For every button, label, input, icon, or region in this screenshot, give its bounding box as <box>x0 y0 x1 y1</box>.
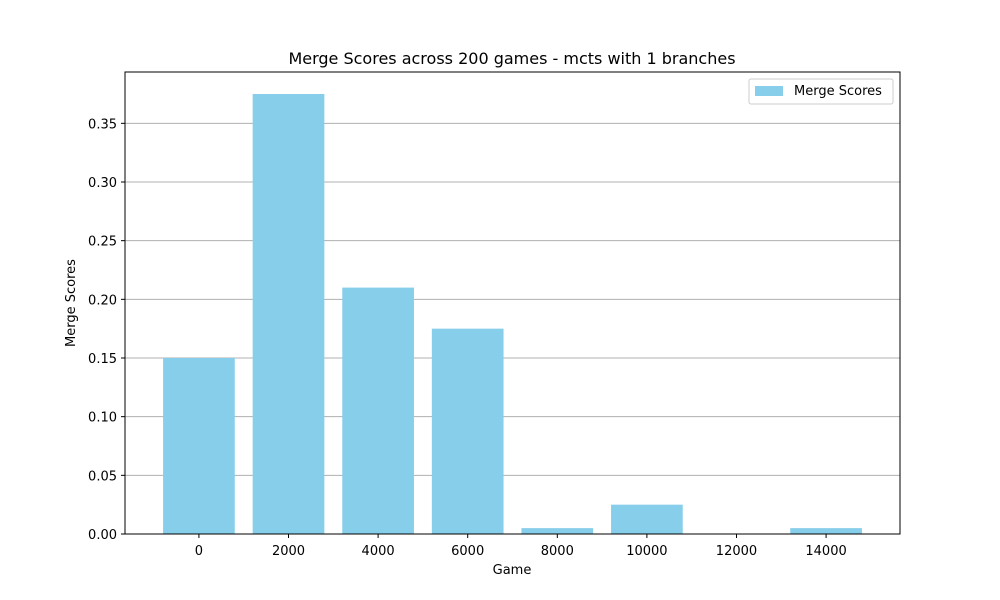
bar <box>431 328 504 534</box>
y-tick-label: 0.25 <box>88 235 117 250</box>
x-axis-label: Game <box>493 563 532 578</box>
x-tick-label: 6000 <box>451 544 484 559</box>
x-tick-label: 4000 <box>362 544 395 559</box>
bar <box>521 528 594 534</box>
y-axis-ticks: 0.00 0.05 0.10 0.15 0.20 0.25 0.30 0.35 <box>88 117 125 543</box>
x-tick-label: 8000 <box>541 544 574 559</box>
bars <box>163 94 862 534</box>
x-tick-label: 10000 <box>626 544 667 559</box>
bar <box>163 358 235 534</box>
x-tick-label: 2000 <box>272 544 305 559</box>
legend-box <box>748 78 894 105</box>
x-tick-label: 14000 <box>805 544 846 559</box>
y-tick-label: 0.35 <box>88 117 117 132</box>
chart-title: Merge Scores across 200 games - mcts wit… <box>288 49 735 68</box>
y-axis-label: Merge Scores <box>64 259 79 347</box>
y-tick-label: 0.15 <box>88 352 117 367</box>
y-tick-label: 0.10 <box>88 411 117 426</box>
y-tick-label: 0.30 <box>88 176 117 191</box>
bar <box>342 287 414 534</box>
y-tick-label: 0.20 <box>88 293 117 308</box>
x-tick-label: 0 <box>195 544 203 559</box>
legend-swatch <box>755 86 783 96</box>
y-tick-label: 0.05 <box>88 469 117 484</box>
plot-frame <box>124 71 901 535</box>
legend: Merge Scores <box>748 78 894 105</box>
bar <box>252 94 325 534</box>
bar <box>790 528 862 534</box>
legend-label: Merge Scores <box>794 84 882 99</box>
x-axis-ticks: 0 2000 4000 6000 8000 10000 12000 14000 <box>195 534 847 559</box>
x-tick-label: 12000 <box>716 544 757 559</box>
bar <box>611 504 683 534</box>
y-tick-label: 0.00 <box>88 528 117 543</box>
